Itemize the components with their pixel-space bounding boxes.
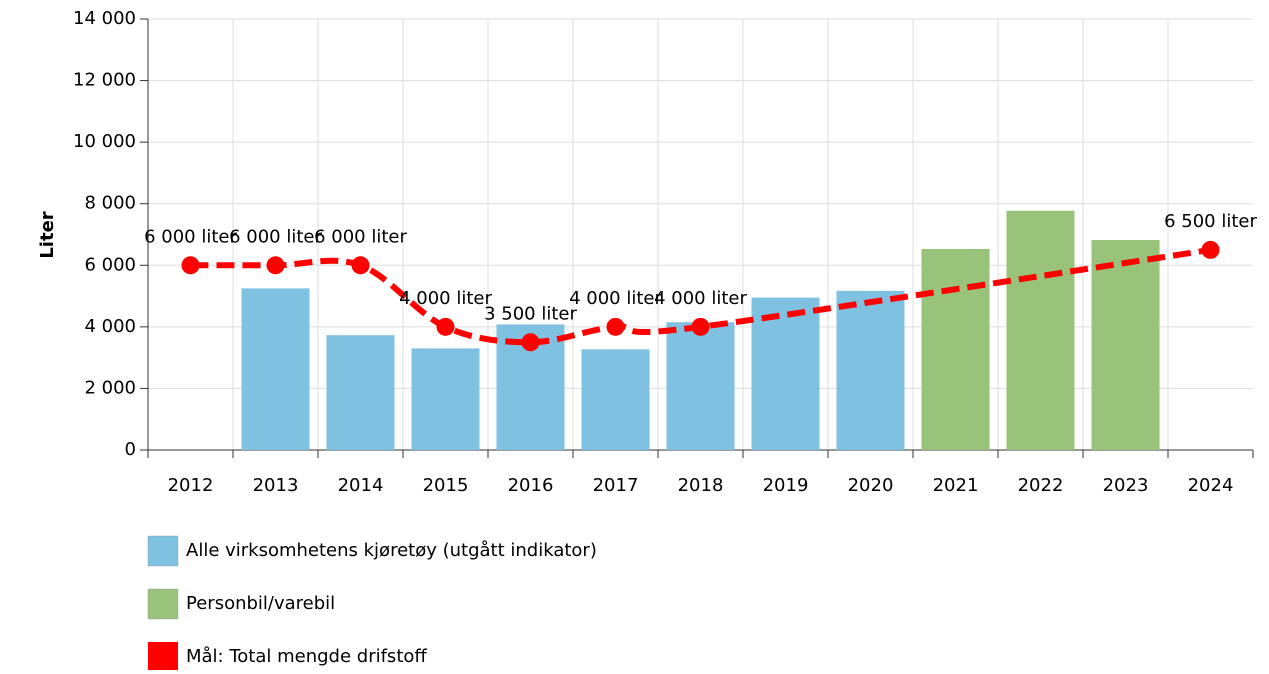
point (351, 256, 370, 275)
x-tick-label: 2021 (933, 475, 979, 496)
data-label: 6 000 liter (229, 226, 322, 247)
y-tick-label: 4 000 (84, 316, 136, 337)
point (1201, 240, 1220, 259)
bar (666, 322, 735, 450)
point (266, 256, 285, 275)
data-label: 6 500 liter (1164, 211, 1257, 232)
x-tick-label: 2020 (848, 475, 894, 496)
x-tick-label: 2022 (1018, 475, 1064, 496)
bar (241, 288, 310, 450)
data-label: 4 000 liter (569, 288, 662, 309)
data-label: 6 000 liter (314, 226, 407, 247)
bar (751, 297, 820, 450)
y-axis-title: Liter (37, 211, 58, 258)
y-tick-label: 12 000 (73, 70, 136, 91)
data-label: 6 000 liter (144, 226, 237, 247)
bar (921, 248, 990, 450)
x-tick-label: 2016 (508, 475, 554, 496)
x-tick-label: 2024 (1188, 475, 1234, 496)
point (436, 317, 455, 336)
bar (1006, 210, 1075, 450)
y-tick-label: 10 000 (73, 131, 136, 152)
bar (836, 290, 905, 450)
bar (581, 349, 650, 450)
legend-swatch (147, 588, 179, 620)
y-tick-label: 0 (125, 439, 136, 460)
y-tick-label: 2 000 (84, 377, 136, 398)
legend-swatch (147, 535, 179, 567)
data-label: 4 000 liter (399, 288, 492, 309)
x-tick-label: 2014 (338, 475, 384, 496)
legend-label: Personbil/varebil (186, 593, 335, 614)
point (521, 333, 540, 352)
y-tick-label: 8 000 (84, 193, 136, 214)
legend-label: Mål: Total mengde drifstoff (186, 646, 427, 667)
x-tick-label: 2013 (253, 475, 299, 496)
bar (326, 335, 395, 450)
x-tick-label: 2019 (763, 475, 809, 496)
y-tick-label: 14 000 (73, 8, 136, 29)
data-label: 4 000 liter (654, 288, 747, 309)
x-tick-label: 2023 (1103, 475, 1149, 496)
point (691, 317, 710, 336)
legend-label: Alle virksomhetens kjøretøy (utgått indi… (186, 540, 597, 561)
bar (411, 348, 480, 450)
point (606, 317, 625, 336)
data-label: 3 500 liter (484, 303, 577, 324)
legend-swatch (148, 642, 178, 672)
point (181, 256, 200, 275)
x-tick-label: 2018 (678, 475, 724, 496)
x-tick-label: 2012 (168, 475, 214, 496)
x-tick-label: 2015 (423, 475, 469, 496)
x-tick-label: 2017 (593, 475, 639, 496)
y-tick-label: 6 000 (84, 254, 136, 275)
bar (1091, 240, 1160, 450)
